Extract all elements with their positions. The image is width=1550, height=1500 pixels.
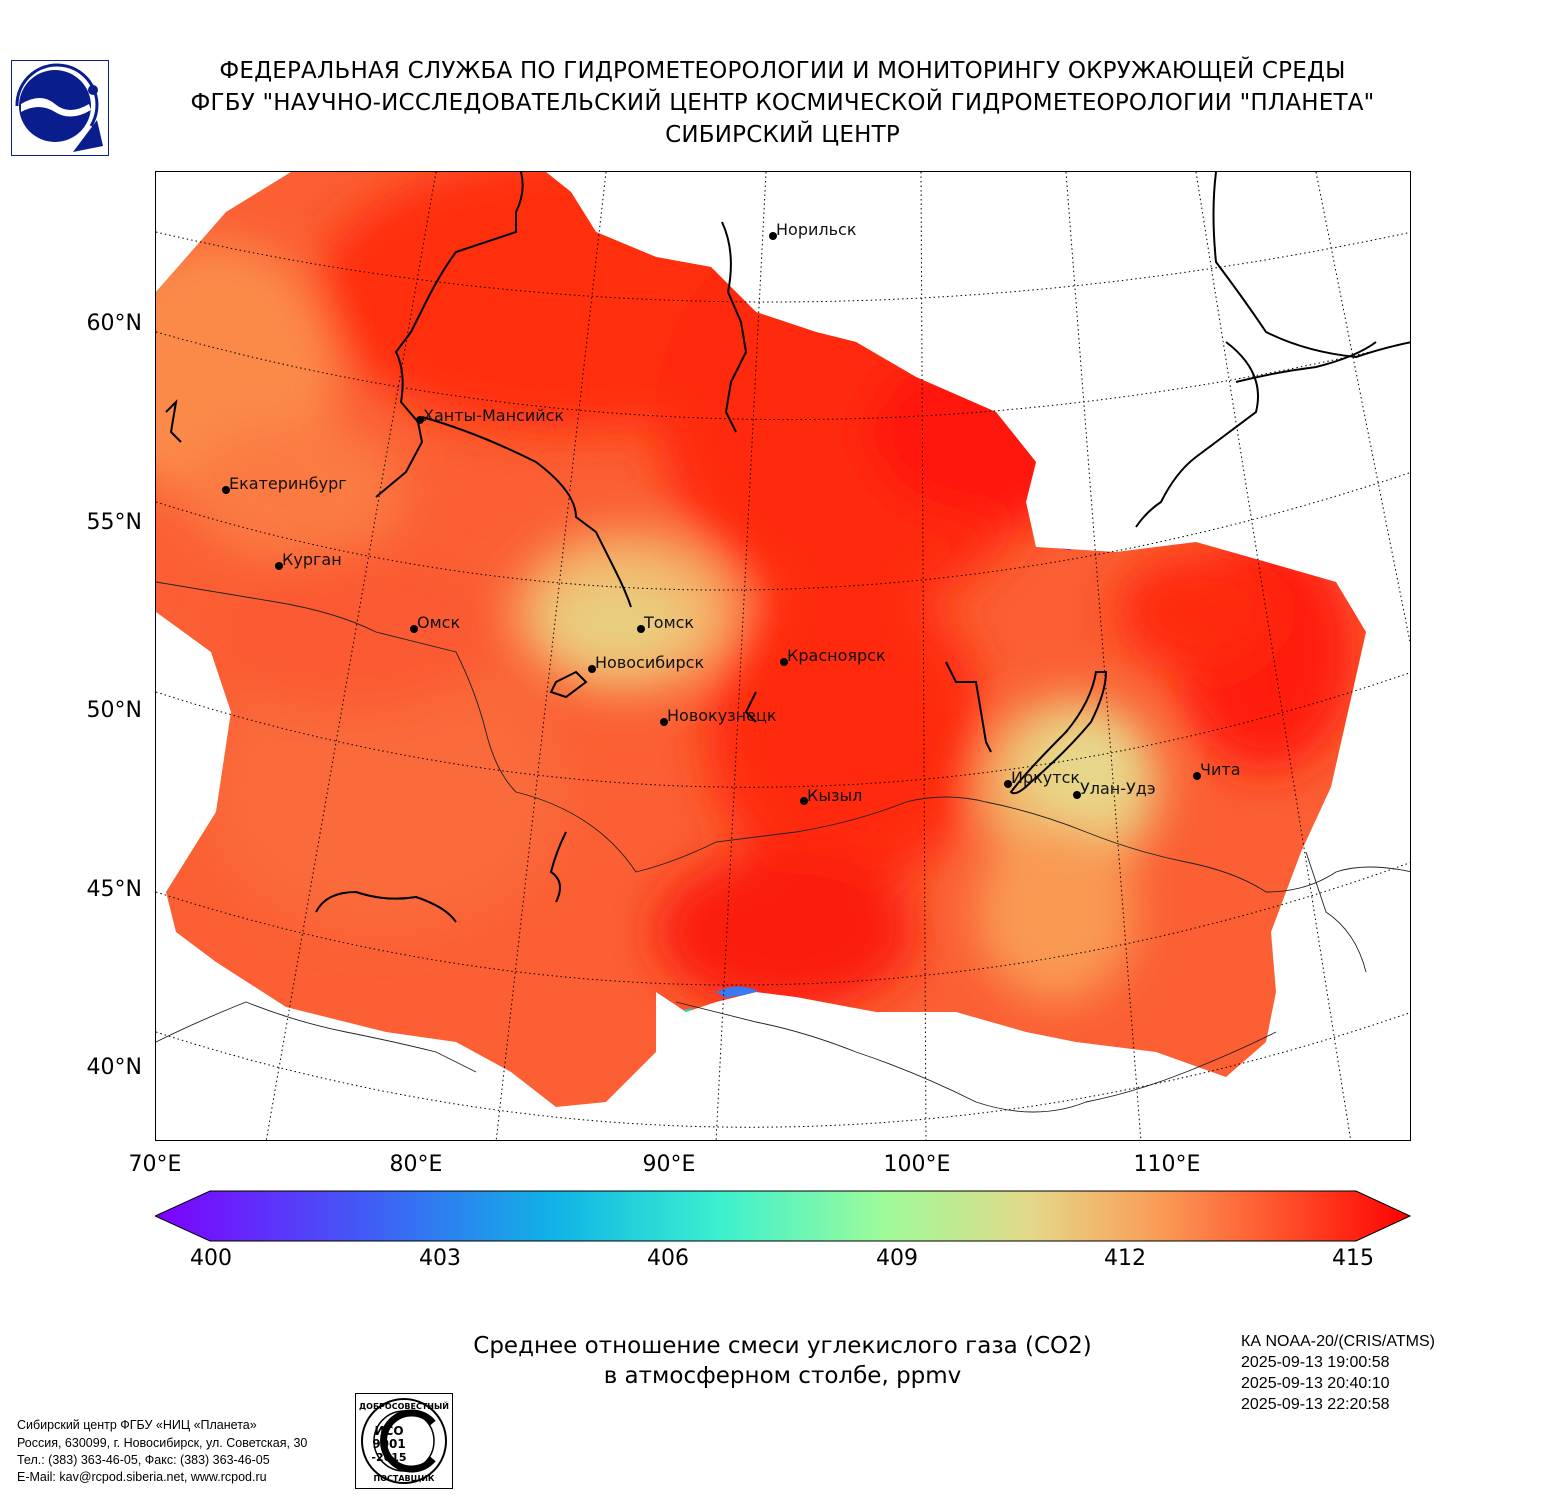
city-novokuznetsk: Новокузнецк bbox=[660, 706, 777, 726]
colorbar-tick-412: 412 bbox=[1104, 1246, 1146, 1271]
city-dot bbox=[410, 625, 418, 633]
satellite-time-2: 2025-09-13 20:40:10 bbox=[1241, 1375, 1390, 1392]
city-dot bbox=[588, 665, 596, 673]
city-name: Новокузнецк bbox=[667, 706, 777, 725]
city-kyzyl: Кызыл bbox=[800, 786, 862, 805]
city-dot bbox=[769, 232, 777, 240]
city-dot bbox=[800, 797, 808, 805]
colorbar-tick-406: 406 bbox=[647, 1246, 689, 1271]
caption-line-1: Среднее отношение смеси углекислого газа… bbox=[473, 1333, 1092, 1359]
satellite-time-1: 2025-09-13 19:00:58 bbox=[1241, 1354, 1390, 1371]
city-name: Омск bbox=[417, 613, 460, 632]
city-krasnoyarsk: Красноярск bbox=[780, 646, 886, 666]
city-omsk: Омск bbox=[410, 613, 460, 633]
caption-line-2: в атмосферном столбе, ppmv bbox=[603, 1363, 962, 1389]
colorbar-tick-403: 403 bbox=[419, 1246, 461, 1271]
co2-map: Норильск Ханты-Мансийск Екатеринбург Кур… bbox=[155, 171, 1411, 1141]
city-dot bbox=[780, 658, 788, 666]
lon-label-80: 80°E bbox=[389, 1152, 443, 1177]
city-tomsk: Томск bbox=[637, 613, 694, 633]
footer-phone: Тел.: (383) 363-46-05, Факс: (383) 363-4… bbox=[17, 1453, 270, 1467]
city-name: Норильск bbox=[776, 220, 857, 239]
header-institute-line: ФГБУ "НАУЧНО-ИССЛЕДОВАТЕЛЬСКИЙ ЦЕНТР КОС… bbox=[190, 90, 1375, 116]
header-center-line: СИБИРСКИЙ ЦЕНТР bbox=[665, 122, 900, 148]
lat-label-40: 40°N bbox=[86, 1055, 142, 1080]
colorbar bbox=[153, 1190, 1412, 1242]
map-canvas: Норильск Ханты-Мансийск Екатеринбург Кур… bbox=[156, 172, 1410, 1140]
iso-badge-top-text: ДОБРОСОВЕСТНЫЙ bbox=[359, 1400, 449, 1411]
city-irkutsk: Иркутск bbox=[1004, 768, 1080, 788]
city-name: Кызыл bbox=[807, 786, 862, 805]
city-dot bbox=[1004, 780, 1012, 788]
rivers-coastlines bbox=[165, 172, 1410, 923]
city-norilsk: Норильск bbox=[769, 220, 857, 240]
lat-label-50: 50°N bbox=[86, 698, 142, 723]
iso-9001-badge: ДОБРОСОВЕСТНЫЙ ИСО 9001 -2015 ПОСТАВЩИК bbox=[355, 1393, 453, 1489]
iso-badge-line1: ИСО bbox=[374, 1424, 403, 1438]
city-dot bbox=[660, 718, 668, 726]
lat-label-60: 60°N bbox=[86, 311, 142, 336]
city-name: Ханты-Мансийск bbox=[423, 406, 564, 425]
city-name: Томск bbox=[643, 613, 694, 632]
iso-badge-line3: -2015 bbox=[371, 1451, 406, 1464]
graticule bbox=[156, 172, 1410, 1140]
satellite-name: КА NOAA-20/(CRIS/ATMS) bbox=[1241, 1333, 1435, 1350]
city-dot bbox=[637, 625, 645, 633]
city-dot bbox=[275, 562, 283, 570]
city-novosibirsk: Новосибирск bbox=[588, 653, 704, 673]
iso-badge-bottom-text: ПОСТАВЩИК bbox=[374, 1474, 435, 1483]
city-ulan-ude: Улан-Удэ bbox=[1073, 779, 1156, 799]
lon-label-100: 100°E bbox=[883, 1152, 951, 1177]
lat-label-45: 45°N bbox=[86, 877, 142, 902]
city-dot bbox=[222, 486, 230, 494]
city-markers: Норильск Ханты-Мансийск Екатеринбург Кур… bbox=[222, 220, 1241, 805]
city-name: Иркутск bbox=[1011, 768, 1080, 787]
footer-email: E-Mail: kav@rcpod.siberia.net, www.rcpod… bbox=[17, 1470, 267, 1484]
city-name: Улан-Удэ bbox=[1080, 779, 1156, 798]
city-dot bbox=[416, 416, 424, 424]
city-name: Красноярск bbox=[787, 646, 886, 665]
lon-label-90: 90°E bbox=[642, 1152, 696, 1177]
co2-field bbox=[156, 172, 1366, 1107]
header-agency-line: ФЕДЕРАЛЬНАЯ СЛУЖБА ПО ГИДРОМЕТЕОРОЛОГИИ … bbox=[219, 58, 1346, 84]
satellite-time-3: 2025-09-13 22:20:58 bbox=[1241, 1396, 1390, 1413]
city-dot bbox=[1193, 772, 1201, 780]
city-dot bbox=[1073, 791, 1081, 799]
city-khanty-mansiysk: Ханты-Мансийск bbox=[416, 406, 564, 425]
city-name: Курган bbox=[282, 550, 342, 569]
country-borders bbox=[156, 581, 1410, 1113]
roshydromet-logo bbox=[11, 60, 109, 156]
city-name: Чита bbox=[1200, 760, 1241, 779]
footer-org: Сибирский центр ФГБУ «НИЦ «Планета» bbox=[17, 1418, 257, 1432]
city-yekaterinburg: Екатеринбург bbox=[222, 474, 347, 494]
lon-label-110: 110°E bbox=[1133, 1152, 1201, 1177]
colorbar-tick-400: 400 bbox=[190, 1246, 232, 1271]
city-name: Екатеринбург bbox=[229, 474, 347, 493]
lat-label-55: 55°N bbox=[86, 510, 142, 535]
lon-label-70: 70°E bbox=[128, 1152, 182, 1177]
city-chita: Чита bbox=[1193, 760, 1241, 780]
city-name: Новосибирск bbox=[595, 653, 704, 672]
colorbar-tick-415: 415 bbox=[1332, 1246, 1374, 1271]
colorbar-tick-409: 409 bbox=[876, 1246, 918, 1271]
iso-badge-line2: 9001 bbox=[372, 1437, 405, 1451]
footer-address: Россия, 630099, г. Новосибирск, ул. Сове… bbox=[17, 1436, 308, 1450]
city-kurgan: Курган bbox=[275, 550, 342, 570]
